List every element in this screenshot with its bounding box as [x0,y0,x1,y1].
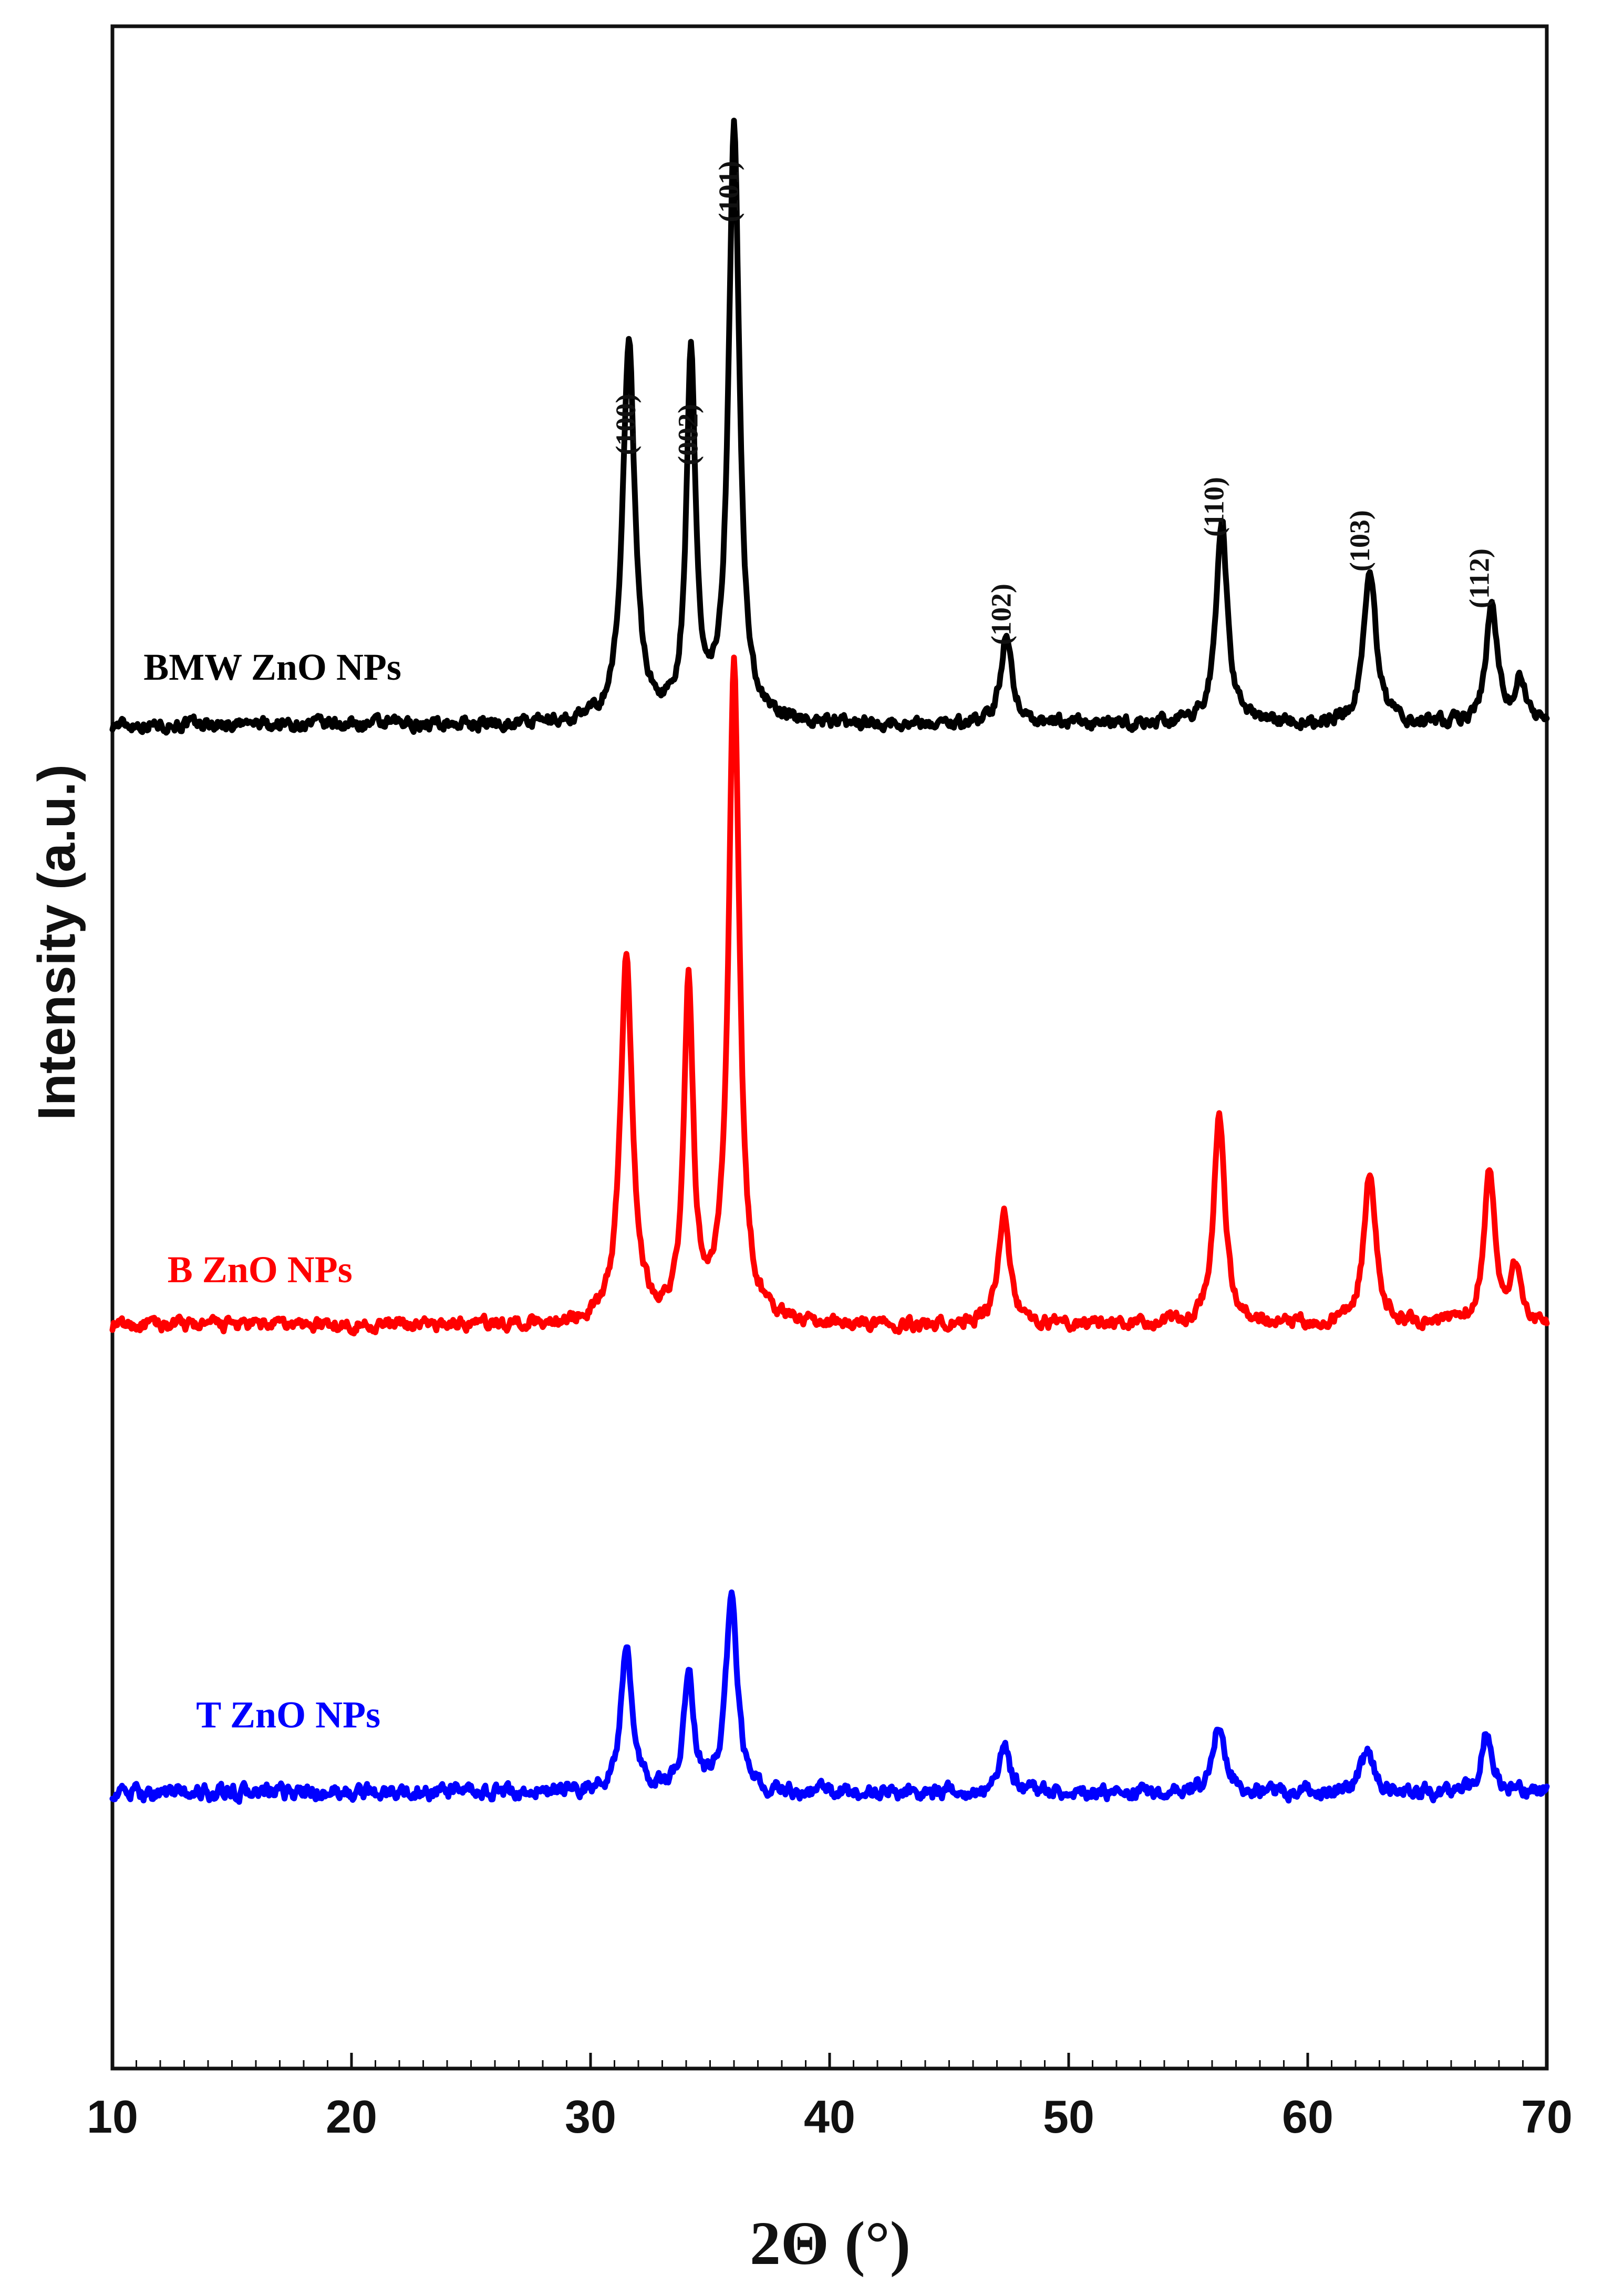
x-tick-label: 60 [1282,2091,1333,2143]
peak-annotations: (100) (002) (101) (102) (110) (103) (112) [610,161,1495,645]
x-tick-label: 10 [87,2091,138,2143]
series-line-b-zno-nps [109,654,1550,1337]
x-tick-label: 40 [804,2091,855,2143]
x-axis-title: 2Θ (°) [750,2209,911,2278]
x-tick-label: 50 [1043,2091,1094,2143]
series-labels: BMW ZnO NPs B ZnO NPs T ZnO NPs [143,646,401,1736]
plot-area-frame [110,24,1549,2071]
series-layer [109,118,1550,1805]
peak-label: (112) [1464,548,1495,608]
x-axis-ticks: 10 20 30 40 50 60 70 [87,2053,1573,2143]
x-tick-label: 20 [326,2091,377,2143]
y-axis-title: Intensity (a.u.) [27,764,86,1120]
peak-label: (110) [1198,477,1229,537]
series-line-bmw-zno-nps [109,118,1550,736]
series-label-bmw-zno-nps: BMW ZnO NPs [143,646,401,688]
peak-label: (102) [985,584,1017,645]
series-line-t-zno-nps [109,1589,1550,1805]
peak-label: (002) [672,404,704,465]
x-tick-label: 70 [1521,2091,1573,2143]
series-label-t-zno-nps: T ZnO NPs [196,1694,380,1736]
x-tick-label: 30 [565,2091,616,2143]
peak-label: (101) [713,161,744,222]
peak-label: (103) [1344,510,1376,572]
series-label-b-zno-nps: B ZnO NPs [168,1249,353,1291]
peak-label: (100) [610,394,642,455]
